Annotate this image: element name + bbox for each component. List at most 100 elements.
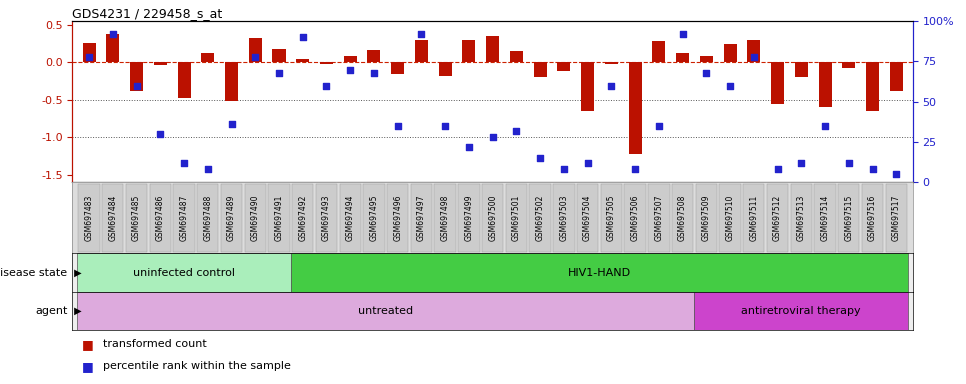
Text: untreated: untreated xyxy=(358,306,413,316)
Text: GSM697483: GSM697483 xyxy=(85,195,94,241)
Bar xyxy=(724,44,737,62)
Text: uninfected control: uninfected control xyxy=(133,268,235,278)
Point xyxy=(200,166,215,172)
Text: GSM697486: GSM697486 xyxy=(156,195,165,241)
Bar xyxy=(130,62,143,91)
Text: GSM697489: GSM697489 xyxy=(227,195,236,241)
FancyBboxPatch shape xyxy=(316,184,337,252)
FancyBboxPatch shape xyxy=(743,184,764,252)
Point xyxy=(746,53,761,60)
Text: ■: ■ xyxy=(82,360,94,373)
FancyBboxPatch shape xyxy=(244,184,266,252)
Bar xyxy=(795,62,808,78)
Point xyxy=(366,70,382,76)
Point xyxy=(698,70,714,76)
Text: HIV1-HAND: HIV1-HAND xyxy=(568,268,631,278)
Text: GDS4231 / 229458_s_at: GDS4231 / 229458_s_at xyxy=(72,7,223,20)
Point xyxy=(793,160,809,166)
FancyBboxPatch shape xyxy=(814,184,836,252)
Bar xyxy=(582,62,594,111)
Point xyxy=(627,166,642,172)
Bar xyxy=(77,292,695,330)
Point xyxy=(604,83,619,89)
Point xyxy=(295,34,310,40)
FancyBboxPatch shape xyxy=(78,184,99,252)
Bar xyxy=(699,56,713,62)
FancyBboxPatch shape xyxy=(482,184,503,252)
Bar xyxy=(106,34,120,62)
Point xyxy=(413,31,429,37)
Bar xyxy=(652,41,666,62)
Bar xyxy=(415,40,428,62)
Bar xyxy=(890,62,903,91)
Text: GSM697493: GSM697493 xyxy=(322,195,331,241)
Bar xyxy=(842,62,855,68)
Point xyxy=(651,123,667,129)
Text: GSM697501: GSM697501 xyxy=(512,195,521,241)
Point xyxy=(224,121,240,127)
FancyBboxPatch shape xyxy=(696,184,717,252)
Bar xyxy=(533,62,547,78)
FancyBboxPatch shape xyxy=(624,184,646,252)
Point xyxy=(675,31,691,37)
Text: antiretroviral therapy: antiretroviral therapy xyxy=(742,306,861,316)
Bar xyxy=(225,62,238,101)
Point xyxy=(271,70,287,76)
FancyBboxPatch shape xyxy=(529,184,551,252)
Text: percentile rank within the sample: percentile rank within the sample xyxy=(103,361,291,371)
Point xyxy=(580,160,595,166)
Text: GSM697499: GSM697499 xyxy=(465,195,473,241)
Bar xyxy=(463,40,475,62)
FancyBboxPatch shape xyxy=(506,184,527,252)
Point xyxy=(177,160,192,166)
Text: ▶: ▶ xyxy=(71,306,82,316)
FancyBboxPatch shape xyxy=(672,184,694,252)
FancyBboxPatch shape xyxy=(862,184,883,252)
Text: GSM697513: GSM697513 xyxy=(797,195,806,241)
Point xyxy=(438,123,453,129)
FancyBboxPatch shape xyxy=(387,184,409,252)
Text: GSM697503: GSM697503 xyxy=(559,195,568,241)
Bar xyxy=(320,62,333,64)
Text: GSM697505: GSM697505 xyxy=(607,195,616,241)
Bar xyxy=(367,50,381,62)
Point xyxy=(817,123,833,129)
Text: GSM697504: GSM697504 xyxy=(583,195,592,241)
Text: GSM697511: GSM697511 xyxy=(750,195,758,241)
Text: GSM697492: GSM697492 xyxy=(298,195,307,241)
Bar xyxy=(201,53,214,62)
Point xyxy=(343,66,358,73)
Text: transformed count: transformed count xyxy=(103,339,207,349)
Point xyxy=(485,134,500,140)
FancyBboxPatch shape xyxy=(790,184,812,252)
FancyBboxPatch shape xyxy=(339,184,361,252)
FancyBboxPatch shape xyxy=(601,184,622,252)
FancyBboxPatch shape xyxy=(173,184,195,252)
Point xyxy=(556,166,572,172)
FancyBboxPatch shape xyxy=(577,184,598,252)
Text: GSM697491: GSM697491 xyxy=(274,195,283,241)
Text: GSM697496: GSM697496 xyxy=(393,195,402,241)
Text: GSM697502: GSM697502 xyxy=(535,195,545,241)
Bar xyxy=(486,36,499,62)
Bar xyxy=(771,62,784,104)
Text: GSM697484: GSM697484 xyxy=(108,195,117,241)
Text: GSM697517: GSM697517 xyxy=(892,195,900,241)
Text: GSM697490: GSM697490 xyxy=(251,195,260,241)
Text: GSM697508: GSM697508 xyxy=(678,195,687,241)
Text: GSM697506: GSM697506 xyxy=(631,195,639,241)
Text: GSM697512: GSM697512 xyxy=(773,195,782,241)
FancyBboxPatch shape xyxy=(102,184,124,252)
Text: GSM697497: GSM697497 xyxy=(417,195,426,241)
Point xyxy=(461,144,476,150)
FancyBboxPatch shape xyxy=(292,184,313,252)
Bar xyxy=(695,292,908,330)
Text: GSM697507: GSM697507 xyxy=(654,195,664,241)
Bar xyxy=(178,62,190,98)
Point xyxy=(841,160,857,166)
Text: GSM697510: GSM697510 xyxy=(725,195,734,241)
Text: GSM697498: GSM697498 xyxy=(440,195,450,241)
Text: disease state: disease state xyxy=(0,268,68,278)
Point xyxy=(390,123,406,129)
Bar xyxy=(557,62,570,71)
